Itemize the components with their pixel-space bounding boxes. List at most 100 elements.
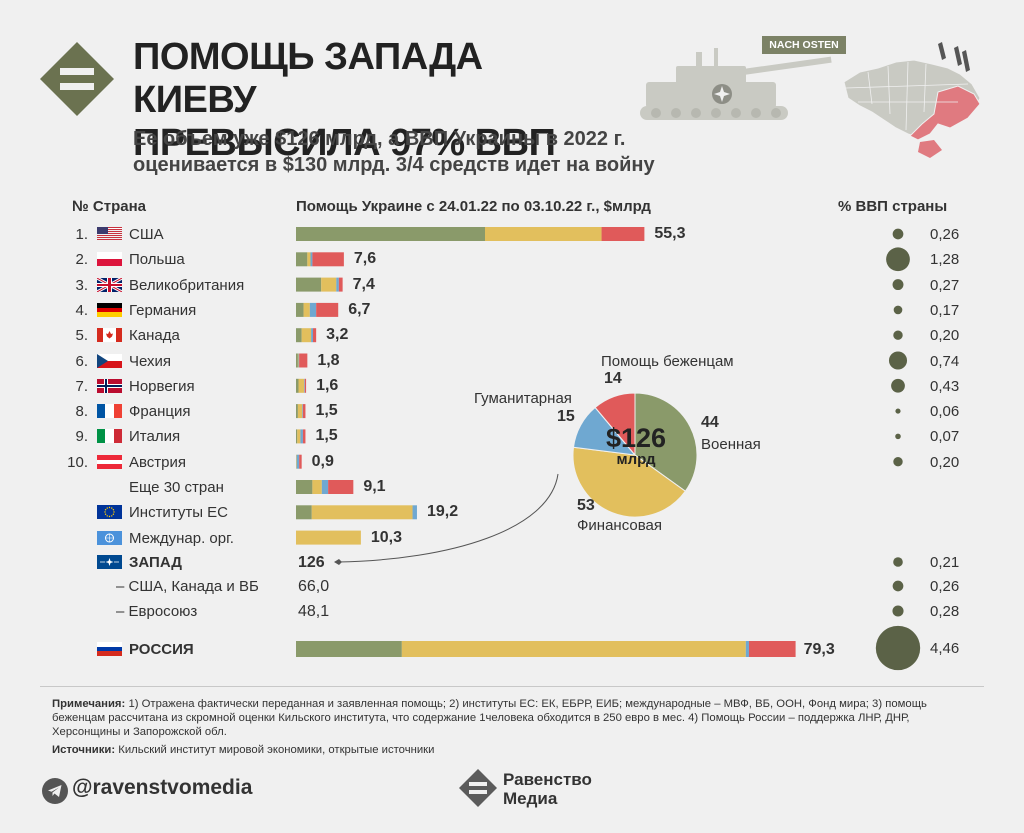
row-7-number: 7. <box>75 377 88 395</box>
row-2-pct-bubble <box>886 247 910 272</box>
row-3-bar-Гуманитарная <box>336 277 339 292</box>
row-7-bar-Помощь беженцам <box>304 378 307 393</box>
row-3-pct-bubble <box>892 279 904 291</box>
row-11-bar-Гуманитарная <box>321 480 329 494</box>
row-8-flag-icon <box>97 404 122 419</box>
row-9-pct: 0,07 <box>930 428 960 446</box>
row-1-bar-Помощь беженцам <box>601 227 645 241</box>
russia-row-bar-Помощь беженцам <box>748 641 796 657</box>
telegram-handle-link[interactable]: @ravenstvomedia <box>72 776 253 799</box>
row-6-bar-Помощь беженцам <box>299 353 308 368</box>
row-6-bar-Финансовая <box>297 353 299 368</box>
pie-value-refugees: 14 <box>604 370 622 387</box>
row-10-pct-bubble <box>893 457 903 467</box>
row-10-bar-Гуманитарная <box>296 454 300 469</box>
row-8-number: 8. <box>75 403 88 421</box>
row-10-flag-icon <box>97 454 122 469</box>
row-3-total: 7,4 <box>352 275 375 293</box>
row-6-name: Чехия <box>129 352 172 370</box>
row-12-bar-Финансовая <box>311 505 413 520</box>
row-7-bar-Военная <box>296 378 299 393</box>
row-2-bar-Помощь беженцам <box>312 252 344 267</box>
row-12-bar-Военная <box>296 505 312 520</box>
row-1-bar-Финансовая <box>485 227 602 241</box>
row-7-flag-icon <box>97 378 122 393</box>
row-5-pct: 0,20 <box>930 327 960 345</box>
summary-row-2-pct-bubble <box>892 580 904 592</box>
row-13-total: 10,3 <box>370 528 403 546</box>
subtitle-line-1: Ее объем уже $126 млрд, а ВВП Украины в … <box>133 128 626 150</box>
row-7-pct-bubble <box>891 378 905 393</box>
row-9-bar-Военная <box>296 429 298 444</box>
row-4-bar-Гуманитарная <box>309 302 317 317</box>
row-7-bar-Финансовая <box>298 378 305 393</box>
row-8-pct-bubble <box>895 408 901 414</box>
row-1-name: США <box>129 226 164 243</box>
row-4-name: Германия <box>129 301 197 319</box>
row-7-name: Норвегия <box>129 377 195 395</box>
subtitle-line-2: оценивается в $130 млрд. 3/4 средств иде… <box>133 154 655 176</box>
russia-row-total: 79,3 <box>803 641 835 658</box>
row-2-number: 2. <box>75 251 88 269</box>
brand-line-2: Медиа <box>503 789 558 808</box>
russia-row-pct: 4,46 <box>930 640 960 657</box>
row-5-bar-Помощь беженцам <box>313 328 317 343</box>
row-9-name: Италия <box>129 428 181 446</box>
row-4-bar-Финансовая <box>303 302 310 317</box>
row-1-number: 1. <box>75 226 88 243</box>
russia-row-name: РОССИЯ <box>129 641 194 658</box>
row-2-flag-icon <box>97 252 122 267</box>
russia-row-bar-Гуманитарная <box>745 641 749 657</box>
row-5-pct-bubble <box>893 330 903 340</box>
brand-name: Равенство Медиа <box>503 770 592 808</box>
summary-row-3-total: 48,1 <box>298 603 330 620</box>
row-5-bar-Военная <box>296 328 302 343</box>
summary-row-2-pct: 0,26 <box>930 578 960 595</box>
row-7-total: 1,6 <box>316 376 339 394</box>
summary-row-3-pct-bubble <box>892 605 904 617</box>
nach-osten-badge: NACH OSTEN <box>762 36 846 54</box>
row-6-bar-Военная <box>296 353 298 368</box>
title-line-2: ПРЕВЫСИЛА 97% ВВП <box>133 122 556 164</box>
summary-row-1-name: ЗАПАД <box>129 554 182 571</box>
pie-value-financial: 53 <box>577 497 595 514</box>
row-3-pct: 0,27 <box>930 276 960 294</box>
row-5-total: 3,2 <box>326 326 349 344</box>
russia-row-flag-icon <box>97 642 122 656</box>
pie-center-value: $126 <box>605 423 667 453</box>
row-8-bar-Помощь беженцам <box>302 404 306 419</box>
summary-row-1-pct-bubble <box>893 557 903 567</box>
pie-slice-Военная <box>634 392 698 492</box>
pie-slice-Помощь беженцам <box>594 392 636 457</box>
row-1-bar-Военная <box>296 227 485 241</box>
page-subtitle: Ее объем уже $126 млрд, а ВВП Украины в … <box>133 126 733 178</box>
row-2-total: 7,6 <box>353 250 377 268</box>
pie-center-unit: млрд <box>616 451 656 468</box>
row-10-bar-Финансовая <box>296 454 297 469</box>
row-13-flag-icon <box>97 530 122 545</box>
divider <box>40 686 984 687</box>
row-10-pct: 0,20 <box>930 453 960 471</box>
row-3-name: Великобритания <box>129 276 245 294</box>
row-6-number: 6. <box>75 352 88 370</box>
row-1-pct: 0,26 <box>930 226 960 243</box>
page-title: ПОМОЩЬ ЗАПАДА КИЕВУ ПРЕВЫСИЛА 97% ВВП <box>133 36 603 165</box>
row-9-number: 9. <box>75 428 88 446</box>
row-3-bar-Помощь беженцам <box>338 277 343 292</box>
row-4-bar-Военная <box>296 302 304 317</box>
row-10-total: 0,9 <box>311 452 334 470</box>
row-4-number: 4. <box>75 301 88 319</box>
pie-connector-line <box>334 473 559 565</box>
pie-value-humanitarian: 15 <box>557 408 575 425</box>
row-4-pct: 0,17 <box>930 301 960 319</box>
row-8-bar-Финансовая <box>297 404 303 419</box>
brand-logo-icon <box>40 42 114 116</box>
summary-row-1-pct: 0,21 <box>930 554 960 571</box>
row-7-pct: 0,43 <box>930 377 960 395</box>
row-11-bar-Военная <box>296 480 313 494</box>
row-12-bar-Гуманитарная <box>412 505 417 520</box>
notes-label: Примечания: <box>52 698 126 710</box>
russia-row-bar-Финансовая <box>401 641 746 657</box>
row-4-pct-bubble <box>893 305 903 315</box>
row-8-total: 1,5 <box>315 402 338 420</box>
